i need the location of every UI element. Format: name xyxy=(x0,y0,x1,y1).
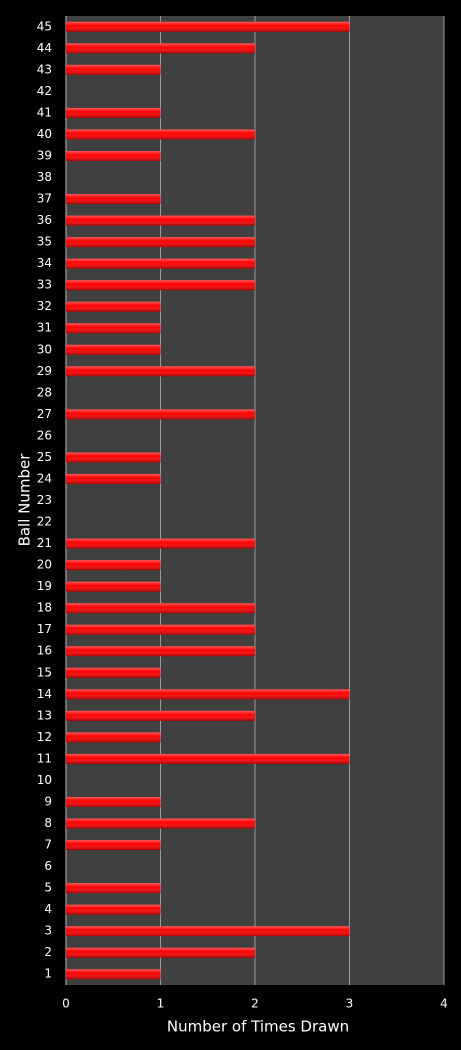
y-tick-label: 20 xyxy=(37,558,52,572)
y-tick-label: 10 xyxy=(37,773,52,787)
y-tick-label: 38 xyxy=(37,170,52,184)
bar-shine xyxy=(66,64,161,75)
y-tick-label: 1 xyxy=(44,967,52,981)
bar-shine xyxy=(66,43,255,54)
bar-shine xyxy=(66,409,255,420)
y-tick-label: 37 xyxy=(37,192,52,206)
y-tick-label: 22 xyxy=(37,515,52,529)
y-tick-label: 45 xyxy=(37,19,52,33)
x-tick-label: 0 xyxy=(62,997,70,1011)
y-tick-label: 17 xyxy=(37,622,52,636)
bar-shine xyxy=(66,280,255,291)
bar-shine xyxy=(66,452,161,463)
y-tick-label: 41 xyxy=(37,105,52,119)
bar-shine xyxy=(66,603,255,614)
bar-shine xyxy=(66,667,161,678)
bar-shine xyxy=(66,840,161,851)
bar-shine xyxy=(66,258,255,269)
bar-shine xyxy=(66,107,161,118)
bar-shine xyxy=(66,883,161,894)
y-tick-label: 11 xyxy=(37,751,52,765)
y-tick-label: 34 xyxy=(37,256,52,270)
y-tick-label: 25 xyxy=(37,450,52,464)
bar-shine xyxy=(66,344,161,355)
y-tick-label: 13 xyxy=(37,708,52,722)
bar-shine xyxy=(66,624,255,635)
bar-shine xyxy=(66,926,350,937)
bar-shine xyxy=(66,215,255,226)
bar-shine xyxy=(66,818,255,829)
bar-shine xyxy=(66,473,161,484)
y-tick-label: 27 xyxy=(37,407,52,421)
y-tick-label: 5 xyxy=(44,881,52,895)
y-tick-label: 39 xyxy=(37,148,52,162)
y-tick-label: 40 xyxy=(37,127,52,141)
y-tick-label: 31 xyxy=(37,321,52,335)
y-tick-label: 16 xyxy=(37,644,52,658)
x-tick-label: 3 xyxy=(346,997,354,1011)
y-tick-label: 9 xyxy=(44,794,52,808)
y-tick-label: 43 xyxy=(37,62,52,76)
bar-shine xyxy=(66,237,255,248)
bar-shine xyxy=(66,732,161,743)
bar-shine xyxy=(66,301,161,312)
bar-shine xyxy=(66,150,161,161)
x-tick-label: 4 xyxy=(440,997,448,1011)
y-tick-label: 21 xyxy=(37,536,52,550)
y-tick-label: 44 xyxy=(37,41,52,55)
y-tick-label: 35 xyxy=(37,235,52,249)
bar-shine xyxy=(66,947,255,958)
x-tick-label: 2 xyxy=(251,997,259,1011)
y-tick-label: 3 xyxy=(44,924,52,938)
bar-shine xyxy=(66,689,350,700)
y-tick-label: 7 xyxy=(44,838,52,852)
y-tick-label: 2 xyxy=(44,945,52,959)
y-axis-title: Ball Number xyxy=(16,453,34,547)
bar-shine xyxy=(66,194,161,205)
bar-shine xyxy=(66,129,255,140)
bar-shine xyxy=(66,710,255,721)
bar-shine xyxy=(66,21,350,32)
y-tick-label: 33 xyxy=(37,278,52,292)
bar-shine xyxy=(66,560,161,571)
y-tick-label: 14 xyxy=(37,687,52,701)
y-tick-label: 12 xyxy=(37,730,52,744)
bar-shine xyxy=(66,646,255,657)
y-tick-label: 4 xyxy=(44,902,52,916)
x-tick-label: 1 xyxy=(157,997,165,1011)
y-tick-label: 15 xyxy=(37,665,52,679)
bar-shine xyxy=(66,904,161,915)
y-tick-label: 32 xyxy=(37,299,52,313)
y-tick-label: 18 xyxy=(37,601,52,615)
y-tick-label: 28 xyxy=(37,385,52,399)
bar-shine xyxy=(66,366,255,377)
bar-shine xyxy=(66,538,255,549)
y-tick-label: 19 xyxy=(37,579,52,593)
bar-shine xyxy=(66,753,350,764)
y-tick-label: 6 xyxy=(44,859,52,873)
x-axis-title: Number of Times Drawn xyxy=(167,1018,349,1036)
bar-shine xyxy=(66,581,161,592)
bar-shine xyxy=(66,796,161,807)
y-tick-label: 23 xyxy=(37,493,52,507)
bar-shine xyxy=(66,969,161,980)
y-tick-label: 29 xyxy=(37,364,52,378)
y-tick-label: 24 xyxy=(37,471,52,485)
y-tick-label: 42 xyxy=(37,84,52,98)
y-tick-label: 8 xyxy=(44,816,52,830)
y-tick-label: 36 xyxy=(37,213,52,227)
y-tick-label: 30 xyxy=(37,342,52,356)
y-tick-label: 26 xyxy=(37,428,52,442)
bar-shine xyxy=(66,323,161,334)
